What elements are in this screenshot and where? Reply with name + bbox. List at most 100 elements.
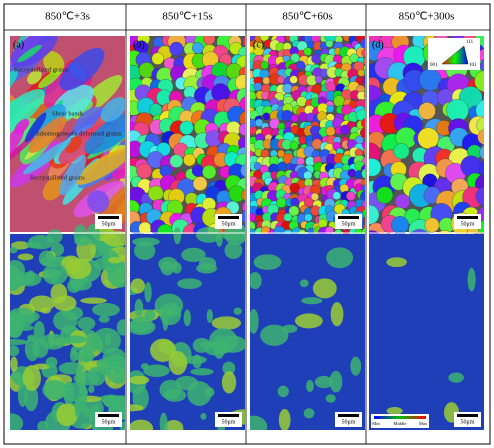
grain	[260, 36, 270, 42]
kam-patch	[250, 272, 262, 290]
kam-patch	[277, 385, 289, 398]
kam-patch	[10, 338, 29, 346]
grain	[347, 168, 357, 178]
kam-patch	[306, 379, 314, 393]
grain	[276, 75, 285, 84]
scale-bar	[338, 216, 359, 219]
deformed-grain	[84, 112, 125, 155]
kam-patch	[386, 257, 407, 268]
kam-legend-bar	[374, 416, 426, 419]
scale-bar	[457, 414, 478, 417]
kam-patch	[25, 241, 42, 249]
kam-patch	[314, 375, 333, 389]
deformed-grain	[31, 104, 66, 139]
kam-patch	[253, 254, 282, 270]
kam-patch	[42, 263, 68, 285]
kam-patch	[74, 396, 82, 418]
grain	[183, 153, 196, 167]
grain	[314, 75, 323, 84]
kam-patch	[260, 324, 289, 346]
kam-patch	[303, 408, 315, 419]
kam-patch	[64, 335, 88, 344]
grain	[482, 93, 484, 106]
ipf-map	[0, 36, 125, 430]
kam-patch	[386, 407, 403, 415]
panel-label: (a)	[13, 39, 24, 50]
kam-patch	[92, 327, 121, 354]
kam-patch	[45, 356, 58, 368]
grain	[446, 99, 469, 122]
grain	[242, 36, 245, 47]
grain	[417, 127, 439, 149]
kam-patch	[198, 257, 217, 271]
deformed-grain	[0, 103, 4, 134]
grain	[479, 145, 484, 160]
grain	[478, 159, 484, 179]
grain	[192, 176, 208, 191]
grain	[361, 168, 365, 179]
grain	[363, 57, 365, 66]
grain	[360, 38, 365, 49]
kam-patch	[177, 278, 202, 289]
kam-patch	[130, 375, 150, 385]
deformed-grain	[10, 88, 45, 135]
kam-patch	[92, 303, 120, 317]
grain	[169, 154, 184, 168]
kam-patch	[10, 356, 18, 372]
column-title: 850℃+15s	[162, 11, 212, 23]
grain	[363, 147, 365, 155]
kam-patch	[312, 278, 337, 299]
kam-patch	[24, 336, 40, 361]
grain	[211, 83, 230, 102]
grain	[346, 191, 356, 201]
grain	[228, 185, 245, 203]
grain	[418, 102, 436, 120]
kam-patch	[78, 382, 87, 407]
kam-legend-label: Max	[419, 421, 428, 426]
scale-bar	[338, 414, 359, 417]
kam-patch	[77, 317, 96, 331]
grain	[475, 99, 484, 121]
deformed-grain	[42, 177, 64, 201]
scale-bar-label: 50μm	[461, 221, 475, 227]
grain	[238, 122, 245, 136]
kam-patch	[67, 279, 81, 293]
annotation: Recrystallized grains	[14, 66, 69, 73]
column-title: 850℃+300s	[399, 11, 455, 23]
kam-patch	[108, 257, 122, 264]
kam-patch	[98, 315, 110, 323]
kam-patch	[195, 226, 223, 243]
scale-bar	[218, 216, 239, 219]
kam-patch	[74, 350, 95, 363]
grain	[474, 70, 484, 92]
kam-patch	[130, 404, 144, 412]
grain	[179, 120, 194, 135]
grain	[260, 149, 270, 158]
kam-patch	[134, 241, 156, 260]
kam-patch	[17, 382, 28, 407]
scale-bar-label: 50μm	[102, 419, 116, 425]
grain	[325, 39, 334, 48]
kam-patch	[278, 408, 291, 430]
annotation: Shear bands	[52, 110, 84, 117]
kam-patch	[144, 309, 156, 320]
grain	[255, 207, 264, 216]
deformed-grain	[87, 190, 110, 213]
kam-patch	[10, 268, 24, 290]
kam-patch	[159, 412, 168, 430]
grain	[304, 213, 313, 222]
kam-patch	[224, 241, 243, 260]
kam-patch	[56, 403, 78, 427]
grain	[369, 204, 380, 225]
grain	[203, 36, 216, 45]
kam-patch	[143, 364, 170, 378]
kam-patch	[80, 297, 107, 304]
grain	[136, 163, 153, 179]
kam-patch	[10, 413, 24, 430]
deformed-grain	[100, 97, 125, 123]
kam-patch	[24, 385, 39, 412]
grain	[147, 185, 164, 202]
grain	[240, 164, 245, 178]
kam-patch	[301, 297, 323, 305]
